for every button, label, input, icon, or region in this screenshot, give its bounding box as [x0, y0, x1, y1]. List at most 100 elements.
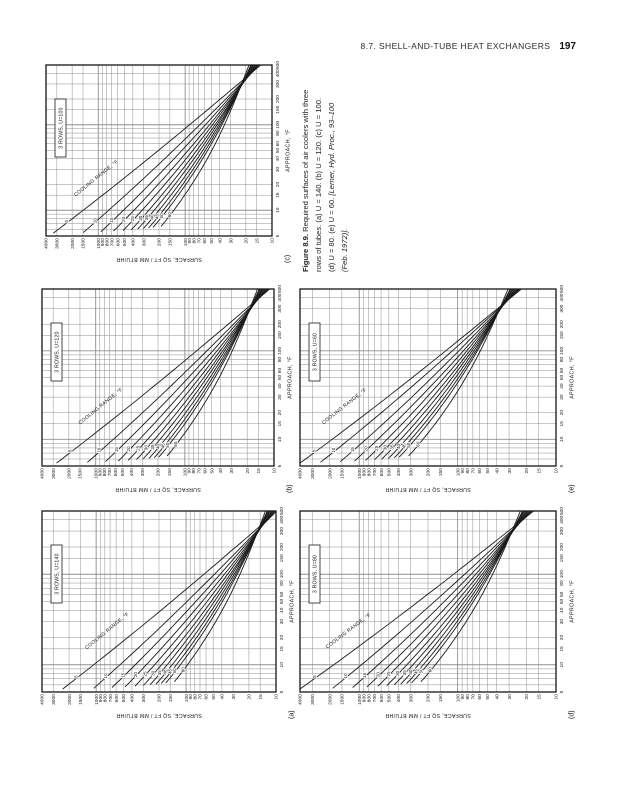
svg-text:45: 45: [401, 443, 406, 449]
svg-text:700: 700: [108, 694, 114, 702]
caption-line-2: rows of tubes. (a) U = 140. (b) U = 120.…: [314, 97, 323, 272]
svg-text:35: 35: [402, 670, 407, 676]
svg-text:1500: 1500: [340, 694, 346, 705]
curve-range-20: [117, 288, 267, 462]
x-axis-title: APPROACH, °F: [290, 580, 296, 623]
caption-line-1: Figure 8.9. Required surfaces of air coo…: [301, 89, 310, 272]
svg-text:35: 35: [390, 444, 395, 450]
curve-range-20: [124, 510, 275, 688]
svg-text:100: 100: [184, 694, 190, 702]
curve-labels: 5 10 15 20 25 30 35 40 45 50 60: [67, 440, 179, 453]
svg-text:30: 30: [507, 694, 513, 700]
chart-a: 5 10 15 20 30 40 50 60 80 100 150 200 300 400 500 10 15 2…: [38, 506, 302, 722]
plot-frame: [299, 288, 557, 467]
svg-text:500: 500: [279, 507, 285, 515]
svg-text:5: 5: [279, 690, 285, 693]
rows-u-label: 3 ROWS, U=140: [55, 553, 61, 594]
svg-text:35: 35: [157, 670, 162, 676]
svg-text:5: 5: [312, 449, 317, 452]
cooling-range-axis-label: COOLING RANGE, °F: [325, 612, 373, 650]
svg-text:15: 15: [120, 672, 125, 678]
svg-text:15: 15: [350, 447, 355, 453]
svg-text:400: 400: [279, 515, 285, 523]
curve-labels: 5 10 15 20 25 30 35 40 45 50 60: [311, 440, 421, 453]
curve-range-10: [83, 64, 260, 233]
svg-text:150: 150: [559, 331, 565, 339]
svg-text:400: 400: [277, 293, 283, 301]
svg-text:100: 100: [277, 347, 283, 355]
svg-text:300: 300: [277, 304, 283, 312]
svg-text:1000: 1000: [94, 694, 100, 705]
curve-labels: 5 10 15 20 25 30 35 40 45 50 60: [73, 666, 186, 679]
svg-text:500: 500: [122, 238, 128, 246]
svg-text:500: 500: [120, 468, 126, 476]
chart-b-rotated-canvas: 5 10 15 20 30 40 50 60 80 100 150 200 300 400 500 10 15 2…: [38, 284, 300, 496]
svg-text:80: 80: [465, 468, 471, 474]
svg-text:150: 150: [167, 468, 173, 476]
curve-range-60: [166, 288, 258, 457]
svg-text:60: 60: [202, 468, 208, 474]
curve-range-5: [299, 288, 522, 464]
svg-text:45: 45: [155, 213, 160, 219]
svg-text:25: 25: [386, 671, 391, 677]
svg-text:5: 5: [64, 220, 69, 223]
x-axis-title: APPROACH, °F: [286, 129, 292, 172]
svg-text:400: 400: [130, 694, 136, 702]
cooling-range-axis-label: COOLING RANGE, °F: [84, 611, 130, 651]
plot-frame: [41, 510, 277, 693]
svg-text:150: 150: [279, 554, 285, 562]
y-axis-title: SURFACE, SQ FT / MM BTU/HR: [385, 486, 471, 492]
y-axis-title: SURFACE, SQ FT / MM BTU/HR: [116, 712, 202, 718]
svg-text:70: 70: [196, 238, 202, 244]
svg-text:80: 80: [277, 356, 283, 362]
plot-frame: [299, 510, 557, 693]
svg-text:300: 300: [141, 238, 147, 246]
curve-range-5: [299, 510, 534, 690]
svg-text:10: 10: [97, 447, 102, 453]
x-axis-title: APPROACH, °F: [288, 356, 294, 399]
svg-text:500: 500: [121, 694, 127, 702]
svg-text:90: 90: [460, 694, 466, 700]
svg-text:20: 20: [279, 635, 285, 641]
svg-text:200: 200: [279, 543, 285, 551]
svg-text:300: 300: [141, 694, 147, 702]
curve-labels: 5 10 15 20 25 30 35 40 45 50 60: [63, 211, 173, 224]
svg-text:15: 15: [559, 421, 565, 427]
svg-text:50: 50: [275, 148, 281, 154]
svg-text:600: 600: [379, 468, 385, 476]
svg-text:150: 150: [168, 694, 174, 702]
svg-text:500: 500: [559, 285, 565, 293]
cooling-range-curves: [56, 288, 270, 464]
svg-text:2000: 2000: [70, 238, 76, 249]
svg-text:3000: 3000: [51, 468, 57, 479]
svg-text:80: 80: [559, 580, 565, 586]
subfigure-letter: (a): [289, 710, 296, 719]
svg-text:30: 30: [143, 445, 148, 451]
svg-text:200: 200: [275, 95, 281, 103]
svg-text:50: 50: [211, 694, 217, 700]
curve-range-10: [332, 510, 533, 689]
chart-a-plot: 5101520304050608010015020030040050010152…: [40, 507, 296, 719]
svg-text:50: 50: [159, 213, 164, 219]
svg-text:5: 5: [312, 675, 317, 678]
svg-text:4000: 4000: [298, 694, 304, 705]
svg-text:10: 10: [559, 662, 565, 668]
svg-text:900: 900: [97, 468, 103, 476]
svg-text:20: 20: [376, 672, 381, 678]
svg-text:60: 60: [180, 667, 185, 673]
svg-text:200: 200: [157, 238, 163, 246]
curve-range-50: [158, 288, 260, 458]
svg-text:300: 300: [279, 527, 285, 535]
curve-range-50: [398, 288, 511, 458]
curve-range-5: [62, 510, 277, 690]
svg-text:30: 30: [229, 468, 235, 474]
svg-text:2000: 2000: [67, 468, 73, 479]
svg-text:300: 300: [275, 80, 281, 88]
svg-text:60: 60: [279, 591, 285, 597]
svg-text:5: 5: [275, 234, 281, 237]
rows-u-label: 3 ROWS, U=100: [59, 107, 65, 148]
svg-text:600: 600: [114, 694, 120, 702]
